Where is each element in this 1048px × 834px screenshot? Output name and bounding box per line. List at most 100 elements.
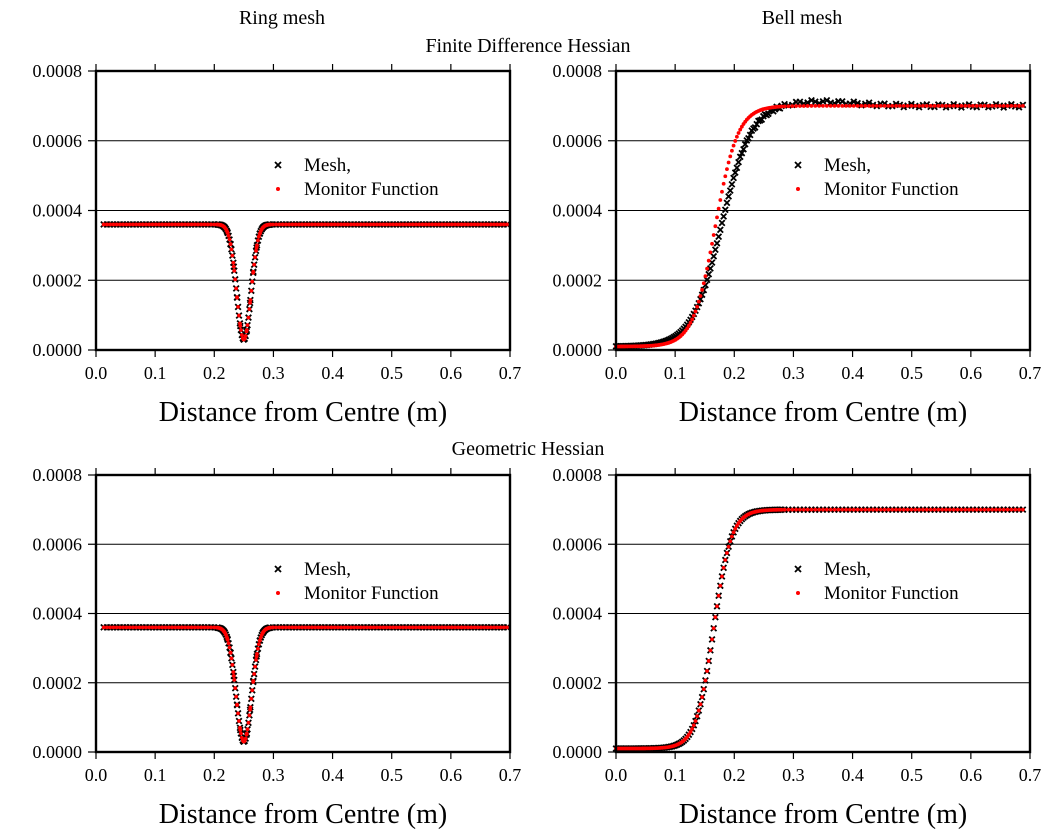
monitor-point — [469, 625, 474, 630]
monitor-point — [365, 222, 370, 227]
monitor-point — [381, 222, 386, 227]
monitor-point — [462, 625, 467, 630]
monitor-point — [446, 625, 451, 630]
monitor-point — [955, 103, 960, 108]
y-tick-label: 0.0004 — [553, 201, 603, 221]
monitor-point — [967, 103, 971, 108]
monitor-point — [186, 625, 191, 630]
monitor-point — [300, 625, 305, 630]
monitor-point — [212, 625, 217, 630]
monitor-point — [342, 625, 347, 630]
monitor-point — [179, 222, 184, 227]
monitor-point — [296, 222, 301, 227]
monitor-point — [239, 328, 243, 332]
monitor-point — [708, 648, 713, 653]
monitor-point — [306, 625, 311, 630]
monitor-point — [501, 222, 506, 227]
monitor-point — [456, 222, 461, 227]
y-tick-label: 0.0006 — [33, 534, 83, 554]
monitor-point — [368, 222, 373, 227]
monitor-point — [786, 104, 791, 109]
monitor-point — [170, 222, 174, 227]
monitor-point — [235, 703, 240, 708]
monitor-point — [375, 625, 379, 630]
monitor-point — [199, 625, 204, 630]
monitor-point — [131, 625, 135, 630]
monitor-point — [233, 686, 238, 691]
monitor-point — [388, 625, 392, 630]
monitor-point — [967, 507, 971, 512]
x-tick-label: 0.1 — [144, 765, 167, 785]
x-axis-label: Distance from Centre (m) — [679, 397, 967, 428]
monitor-point — [871, 103, 875, 108]
monitor-point — [738, 127, 743, 132]
monitor-point — [713, 224, 718, 229]
monitor-point — [730, 148, 734, 153]
monitor-point — [131, 222, 135, 227]
monitor-point — [153, 222, 158, 227]
monitor-point — [728, 154, 733, 159]
monitor-point — [706, 258, 711, 263]
monitor-point — [505, 625, 509, 630]
legend-monitor-label: Monitor Function — [824, 583, 959, 604]
monitor-point — [313, 625, 318, 630]
x-tick-label: 0.0 — [605, 765, 628, 785]
monitor-point — [890, 507, 895, 512]
monitor-point — [254, 248, 258, 253]
mesh-point — [811, 98, 819, 106]
monitor-point — [349, 625, 353, 630]
monitor-point — [371, 222, 376, 227]
monitor-point — [466, 625, 470, 630]
x-tick-label: 0.5 — [380, 363, 403, 383]
legend-monitor-label: Monitor Function — [304, 583, 439, 604]
legend-monitor-label: Monitor Function — [304, 179, 439, 200]
monitor-point — [238, 324, 243, 328]
monitor-point — [978, 507, 983, 512]
monitor-point — [250, 688, 255, 693]
monitor-point — [440, 222, 444, 227]
monitor-point — [257, 638, 262, 643]
monitor-point — [326, 625, 331, 630]
monitor-point — [114, 625, 119, 630]
monitor-point — [244, 328, 249, 332]
legend-mesh-marker — [274, 565, 282, 573]
monitor-point — [479, 222, 483, 227]
monitor-point — [179, 625, 184, 630]
monitor-point — [990, 103, 995, 108]
monitor-point — [246, 315, 251, 320]
monitor-point — [157, 625, 161, 630]
monitor-point — [901, 507, 906, 512]
monitor-point — [231, 674, 236, 678]
monitor-point — [867, 103, 872, 108]
mesh-point — [854, 99, 862, 107]
monitor-point — [244, 731, 249, 736]
monitor-point — [986, 507, 991, 512]
monitor-point — [700, 288, 705, 292]
x-tick-label: 0.3 — [262, 363, 285, 383]
monitor-point — [698, 702, 703, 707]
x-axis-label: Distance from Centre (m) — [159, 397, 447, 428]
monitor-point — [245, 727, 250, 732]
monitor-point — [813, 507, 818, 512]
monitor-point — [928, 103, 933, 108]
monitor-point — [978, 103, 983, 108]
monitor-point — [1017, 507, 1021, 512]
monitor-point — [832, 103, 837, 108]
mesh-point — [721, 206, 729, 214]
monitor-point — [932, 103, 937, 108]
monitor-point — [817, 103, 822, 108]
monitor-point — [505, 222, 509, 227]
monitor-point — [443, 222, 448, 227]
monitor-point — [836, 103, 841, 108]
monitor-point — [410, 222, 415, 227]
monitor-point — [339, 222, 344, 227]
monitor-point — [786, 507, 791, 512]
monitor-point — [358, 222, 363, 227]
monitor-point — [237, 719, 241, 723]
monitor-point — [498, 625, 503, 630]
monitor-point — [339, 625, 344, 630]
x-tick-label: 0.7 — [1019, 765, 1042, 785]
monitor-point — [358, 625, 363, 630]
monitor-point — [342, 222, 347, 227]
monitor-point — [227, 645, 232, 650]
